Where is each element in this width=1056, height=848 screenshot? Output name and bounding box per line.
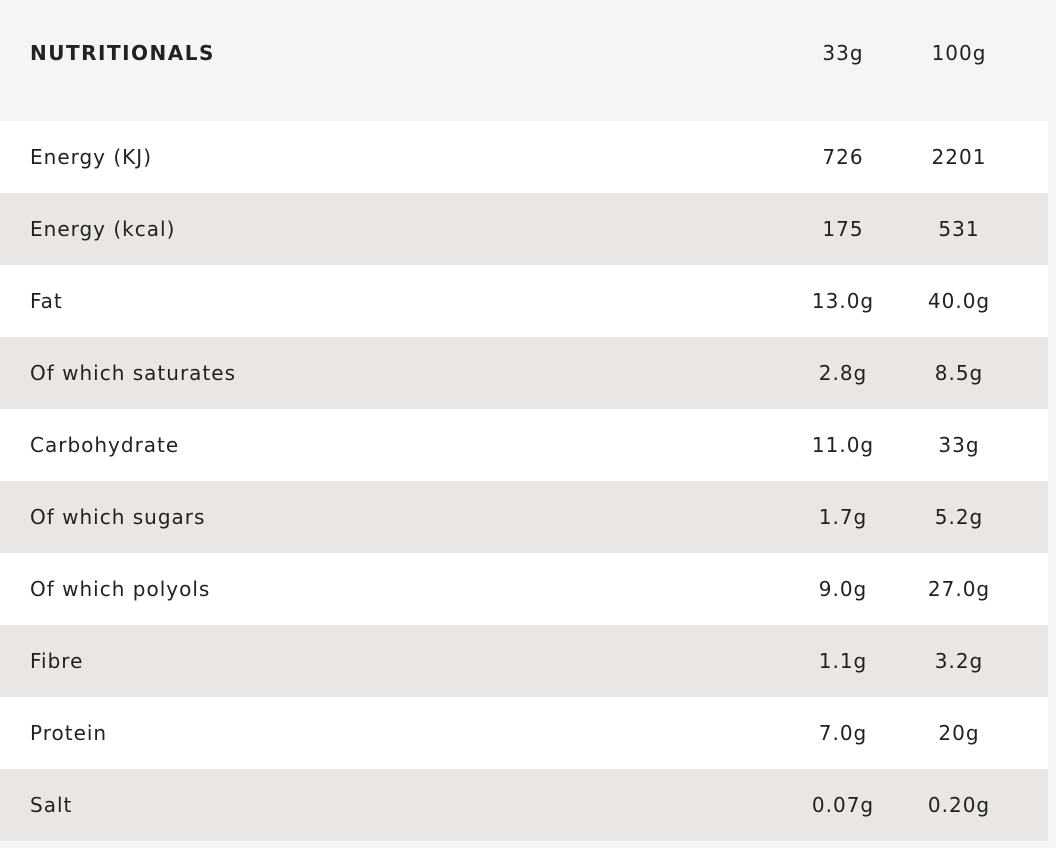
table-row: Of which sugars 1.7g 5.2g bbox=[0, 481, 1048, 553]
table-row: Fat 13.0g 40.0g bbox=[0, 265, 1048, 337]
value-per-33g: 2.8g bbox=[818, 361, 868, 385]
value-per-100g: 20g bbox=[938, 721, 980, 745]
value-per-100g: 40.0g bbox=[927, 289, 991, 313]
value-per-33g: 726 bbox=[822, 145, 864, 169]
value-per-100g: 3.2g bbox=[934, 649, 984, 673]
row-label: Of which polyols bbox=[30, 577, 211, 601]
value-per-33g: 13.0g bbox=[811, 289, 875, 313]
row-label: Carbohydrate bbox=[30, 433, 180, 457]
table-row: Of which polyols 9.0g 27.0g bbox=[0, 553, 1048, 625]
table-row: Energy (KJ) 726 2201 bbox=[0, 121, 1048, 193]
column-header-33g: 33g bbox=[822, 41, 864, 65]
value-per-33g: 7.0g bbox=[818, 721, 868, 745]
value-per-100g: 0.20g bbox=[927, 793, 991, 817]
table-row: Of which saturates 2.8g 8.5g bbox=[0, 337, 1048, 409]
value-per-100g: 8.5g bbox=[934, 361, 984, 385]
table-title: NUTRITIONALS bbox=[30, 41, 215, 65]
table-row: Energy (kcal) 175 531 bbox=[0, 193, 1048, 265]
value-per-100g: 27.0g bbox=[927, 577, 991, 601]
value-per-33g: 11.0g bbox=[811, 433, 875, 457]
value-per-33g: 1.7g bbox=[818, 505, 868, 529]
table-row: Salt 0.07g 0.20g bbox=[0, 769, 1048, 841]
row-label: Fibre bbox=[30, 649, 84, 673]
column-header-100g: 100g bbox=[931, 41, 987, 65]
table-row: Carbohydrate 11.0g 33g bbox=[0, 409, 1048, 481]
value-per-100g: 33g bbox=[938, 433, 980, 457]
row-label: Protein bbox=[30, 721, 108, 745]
table-row: Protein 7.0g 20g bbox=[0, 697, 1048, 769]
row-label: Of which saturates bbox=[30, 361, 236, 385]
table-header: NUTRITIONALS 33g 100g bbox=[0, 0, 1048, 121]
row-label: Fat bbox=[30, 289, 63, 313]
value-per-33g: 0.07g bbox=[811, 793, 875, 817]
value-per-100g: 2201 bbox=[931, 145, 987, 169]
table-row: Fibre 1.1g 3.2g bbox=[0, 625, 1048, 697]
row-label: Energy (KJ) bbox=[30, 145, 152, 169]
row-label: Of which sugars bbox=[30, 505, 206, 529]
value-per-33g: 9.0g bbox=[818, 577, 868, 601]
value-per-100g: 531 bbox=[938, 217, 980, 241]
row-label: Salt bbox=[30, 793, 73, 817]
value-per-33g: 175 bbox=[822, 217, 864, 241]
row-label: Energy (kcal) bbox=[30, 217, 176, 241]
value-per-33g: 1.1g bbox=[818, 649, 868, 673]
value-per-100g: 5.2g bbox=[934, 505, 984, 529]
